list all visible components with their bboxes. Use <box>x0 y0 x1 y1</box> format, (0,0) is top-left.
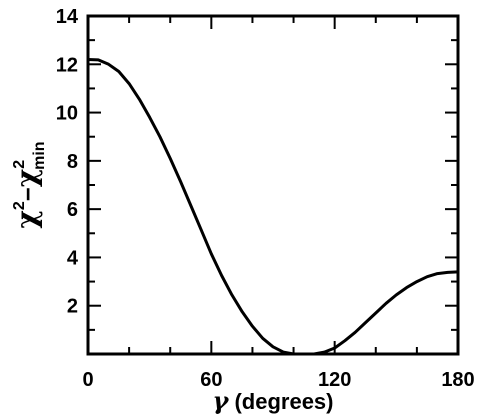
y-axis-symbol: χ <box>10 210 43 228</box>
y-axis-symbol-2: χ <box>10 169 43 187</box>
x-axis-symbol: γ <box>213 386 230 415</box>
y-tick-label: 8 <box>67 151 78 173</box>
x-tick-label: 0 <box>82 369 93 391</box>
y-axis-label: χ2−χ2 min <box>10 141 48 228</box>
series-line <box>87 58 459 356</box>
y-tick-label: 12 <box>56 54 78 76</box>
y-tick-label: 2 <box>67 296 78 318</box>
y-axis-sup-2: 2 <box>11 160 28 169</box>
y-tick-label: 14 <box>56 6 79 28</box>
x-axis-text: (degrees) <box>228 389 333 414</box>
x-tick-label: 60 <box>200 369 222 391</box>
x-tick-label: 120 <box>318 369 351 391</box>
y-axis-sub: min <box>31 141 48 169</box>
x-axis-label: γ (degrees) <box>213 386 334 415</box>
y-axis-sup-1: 2 <box>11 201 28 210</box>
axis-ticks <box>88 16 458 354</box>
y-tick-label: 10 <box>56 103 78 125</box>
x-tick-label: 180 <box>441 369 474 391</box>
y-tick-label: 4 <box>67 247 79 269</box>
plot-frame <box>86 14 460 356</box>
y-tick-label: 6 <box>67 199 78 221</box>
tick-labels: 2 4 6 8 10 12 14 0 60 120 180 <box>56 6 475 391</box>
y-axis-dash: − <box>15 187 42 201</box>
